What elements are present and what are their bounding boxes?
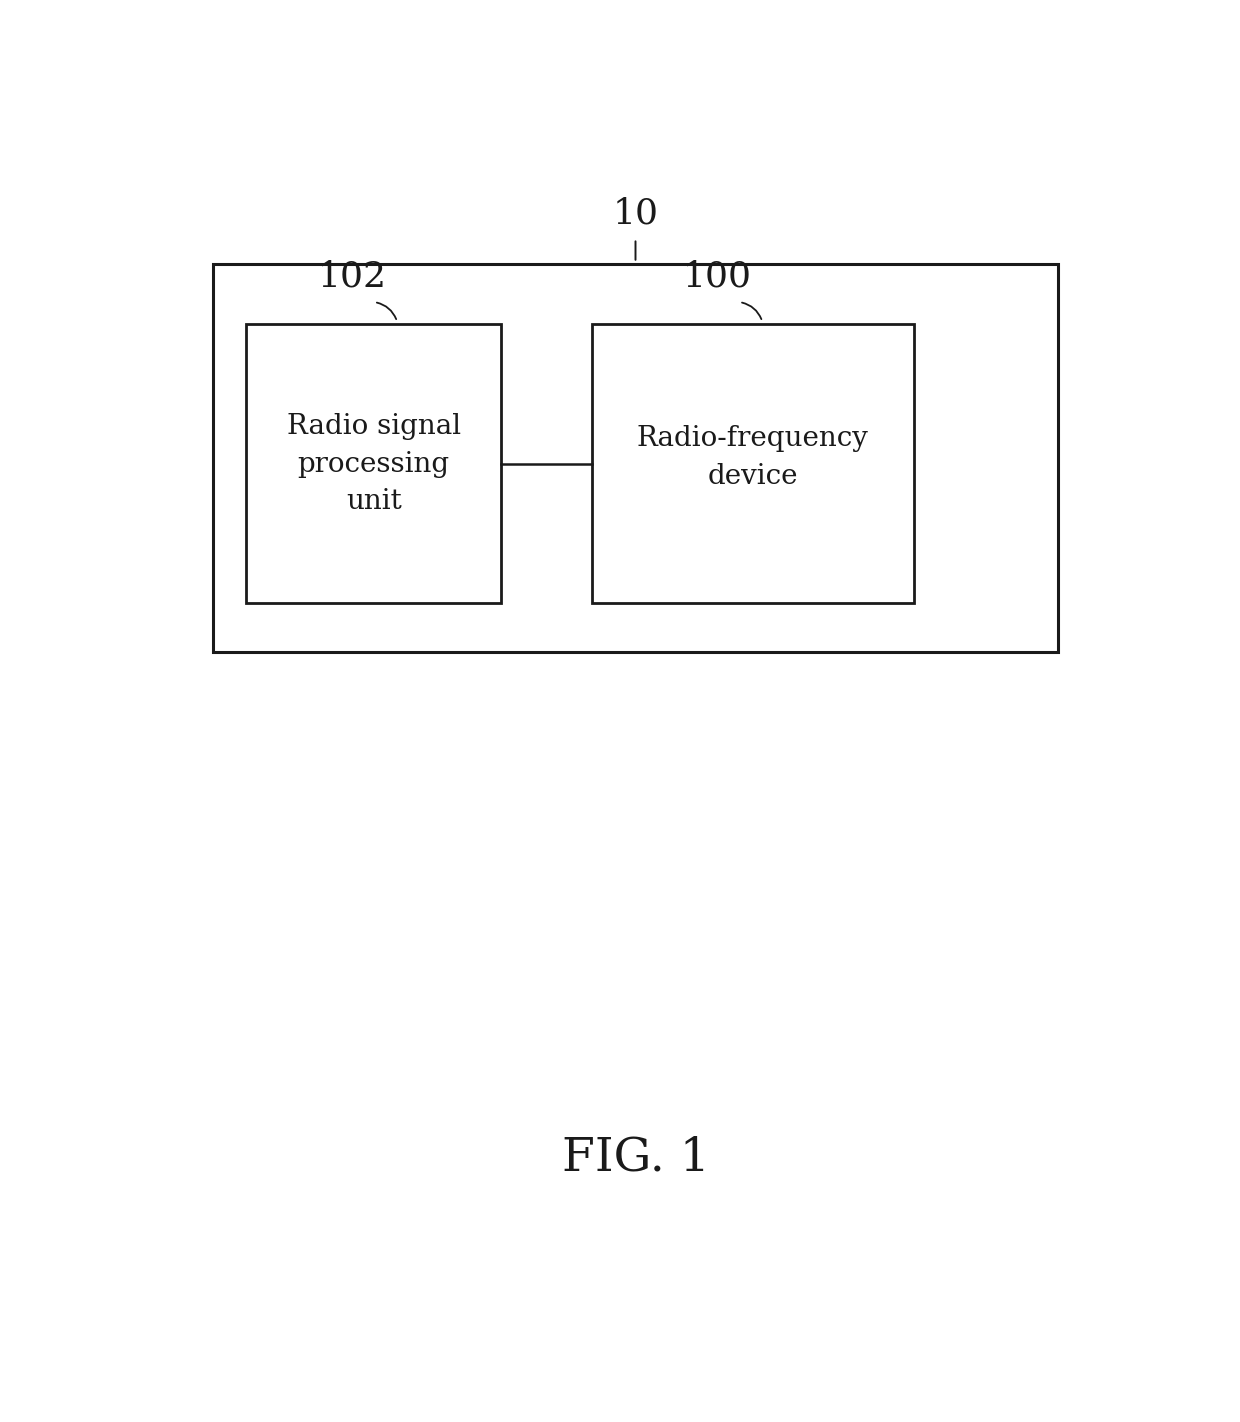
Text: 102: 102 — [317, 259, 387, 293]
Bar — [213, 263, 1058, 653]
Text: Radio-frequency
device: Radio-frequency device — [637, 425, 869, 489]
Text: 100: 100 — [683, 259, 751, 293]
Text: Radio signal
processing
unit: Radio signal processing unit — [286, 412, 461, 515]
Bar — [247, 324, 501, 603]
Text: FIG. 1: FIG. 1 — [562, 1136, 709, 1180]
Bar — [593, 324, 914, 603]
Text: 10: 10 — [613, 196, 658, 230]
